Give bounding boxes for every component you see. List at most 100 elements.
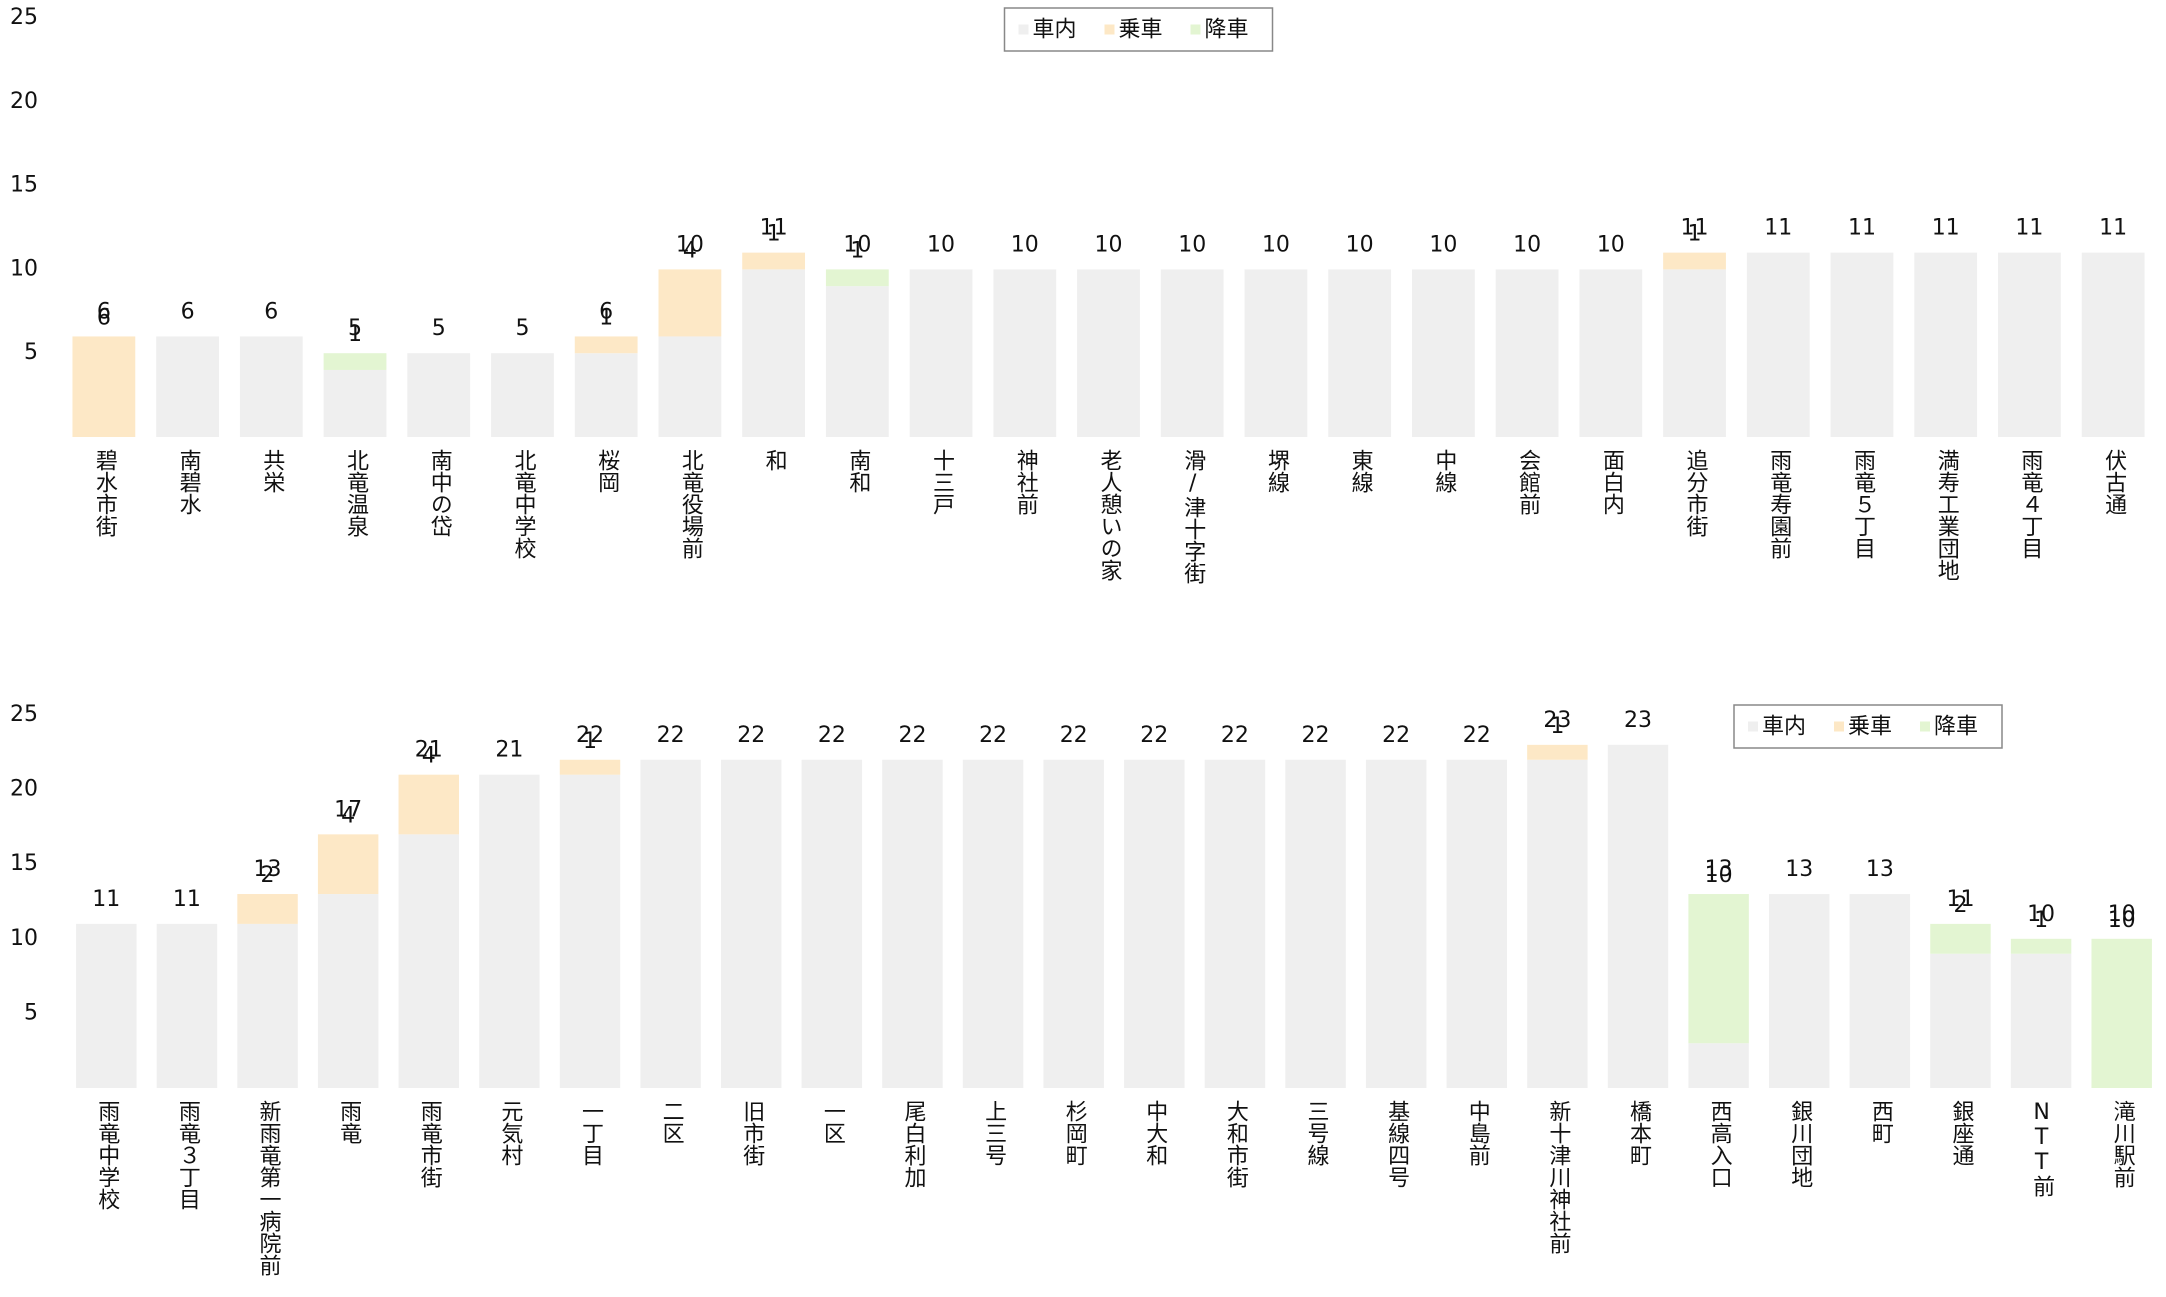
- bar-segment: [742, 269, 806, 437]
- total-label: 21: [495, 738, 523, 763]
- x-tick-label: 西高入口: [1707, 1100, 1733, 1188]
- total-label: 22: [1302, 723, 1330, 748]
- x-tick-label: 一丁目: [578, 1100, 604, 1166]
- x-tick-label: 一区: [820, 1100, 846, 1144]
- y-tick-label: 10: [10, 926, 38, 951]
- bar-segment: [156, 336, 219, 437]
- bar-segment: [658, 269, 722, 337]
- total-label: 10: [2108, 902, 2136, 927]
- bar-segment: [1527, 759, 1588, 1088]
- bar-segment: [825, 269, 889, 287]
- x-tick-label: 北竜役場前: [678, 449, 704, 559]
- bar-segment: [1663, 269, 1726, 437]
- legend-swatch: [1748, 721, 1758, 732]
- legend: 車内 乗車 降車: [1733, 704, 2003, 749]
- total-label: 22: [1221, 723, 1249, 748]
- legend-label: 車内: [1762, 715, 1806, 740]
- bar-segment: [1663, 252, 1726, 270]
- bar-segment: [2010, 953, 2072, 1088]
- data-label: 4: [683, 238, 697, 263]
- x-tick-label: 追分市街: [1683, 449, 1709, 537]
- x-tick-label: NTT前: [2029, 1100, 2054, 1197]
- x-tick-label: 尾白利加: [900, 1100, 926, 1188]
- total-label: 10: [1178, 232, 1206, 257]
- total-label: 10: [1262, 232, 1290, 257]
- x-tick-label: 旧市街: [739, 1100, 765, 1166]
- bar-segment: [398, 834, 459, 1088]
- y-tick-label: 5: [24, 340, 38, 365]
- total-label: 11: [2015, 216, 2043, 241]
- bar-segment: [1930, 953, 1991, 1088]
- x-tick-label: 雨竜: [336, 1100, 361, 1144]
- total-label: 13: [254, 857, 282, 882]
- bar-segment: [491, 353, 554, 437]
- bar-segment: [1830, 252, 1894, 437]
- bar-segment: [574, 353, 638, 437]
- total-label: 11: [173, 887, 201, 912]
- total-label: 10: [927, 232, 955, 257]
- total-label: 10: [2027, 902, 2055, 927]
- total-label: 10: [1095, 232, 1123, 257]
- legend-label: 車内: [1033, 18, 1077, 43]
- total-label: 13: [1705, 857, 1733, 882]
- bar-segment: [317, 834, 379, 895]
- bar-segment: [2091, 938, 2152, 1088]
- total-label: 22: [576, 723, 604, 748]
- x-tick-label: 雨竜市街: [417, 1100, 443, 1188]
- x-tick-label: 新雨竜第一病院前: [256, 1100, 282, 1276]
- bar-segment: [398, 774, 459, 835]
- bar-segment: [1746, 252, 1810, 437]
- total-label: 22: [818, 723, 846, 748]
- x-tick-label: 北竜温泉: [343, 449, 369, 537]
- bar-segment: [323, 369, 387, 437]
- x-tick-label: 中島前: [1465, 1100, 1490, 1166]
- legend-label: 乗車: [1119, 18, 1163, 43]
- bar-segment: [1495, 269, 1559, 437]
- bar-segment: [1579, 269, 1643, 437]
- bar-segment: [962, 759, 1024, 1088]
- x-tick-label: 十三戸: [929, 449, 955, 515]
- bar-segment: [1160, 269, 1224, 437]
- x-tick-label: 大和市街: [1223, 1100, 1249, 1188]
- x-tick-label: 橋本町: [1626, 1100, 1652, 1166]
- x-tick-label: 銀川団地: [1787, 1100, 1813, 1188]
- total-label: 21: [415, 738, 443, 763]
- x-tick-label: 北竜中学校: [510, 449, 536, 559]
- total-label: 10: [1429, 232, 1457, 257]
- bar-segment: [317, 894, 379, 1088]
- bar-segment: [1077, 269, 1140, 437]
- x-tick-label: 共栄: [259, 449, 285, 493]
- total-label: 17: [334, 797, 362, 822]
- total-label: 11: [1848, 216, 1876, 241]
- x-tick-label: 東線: [1348, 449, 1374, 493]
- total-label: 11: [760, 216, 788, 241]
- x-tick-label: 雨竜３丁目: [175, 1100, 200, 1210]
- bar-segment: [1688, 894, 1749, 1044]
- total-label: 13: [1785, 857, 1813, 882]
- x-tick-label: 会館前: [1515, 449, 1541, 515]
- y-tick-label: 15: [10, 173, 38, 198]
- bar-segment: [1285, 759, 1346, 1088]
- total-label: 23: [1543, 708, 1571, 733]
- bar-segment: [479, 774, 540, 1088]
- bar-segment: [323, 353, 387, 370]
- x-tick-label: 面白内: [1599, 449, 1624, 515]
- bar-segment: [1446, 759, 1507, 1088]
- legend-label: 乗車: [1848, 715, 1892, 740]
- bar-segment: [237, 923, 298, 1088]
- total-label: 11: [92, 887, 120, 912]
- total-label: 10: [1597, 232, 1625, 257]
- data-label: 4: [341, 803, 355, 828]
- bar-segment: [237, 894, 298, 924]
- y-tick-label: 20: [10, 777, 38, 802]
- data-label: 2: [1953, 893, 1967, 918]
- y-tick-label: 25: [10, 702, 38, 727]
- bar-segment: [2010, 938, 2072, 954]
- legend-label: 降車: [1205, 18, 1249, 43]
- bar-segment: [1998, 252, 2061, 437]
- x-tick-label: 和: [762, 449, 788, 471]
- bar-segment: [658, 336, 722, 437]
- bar-segment: [1849, 894, 1911, 1088]
- bar-segment: [1328, 269, 1392, 437]
- bar-segment: [640, 759, 701, 1088]
